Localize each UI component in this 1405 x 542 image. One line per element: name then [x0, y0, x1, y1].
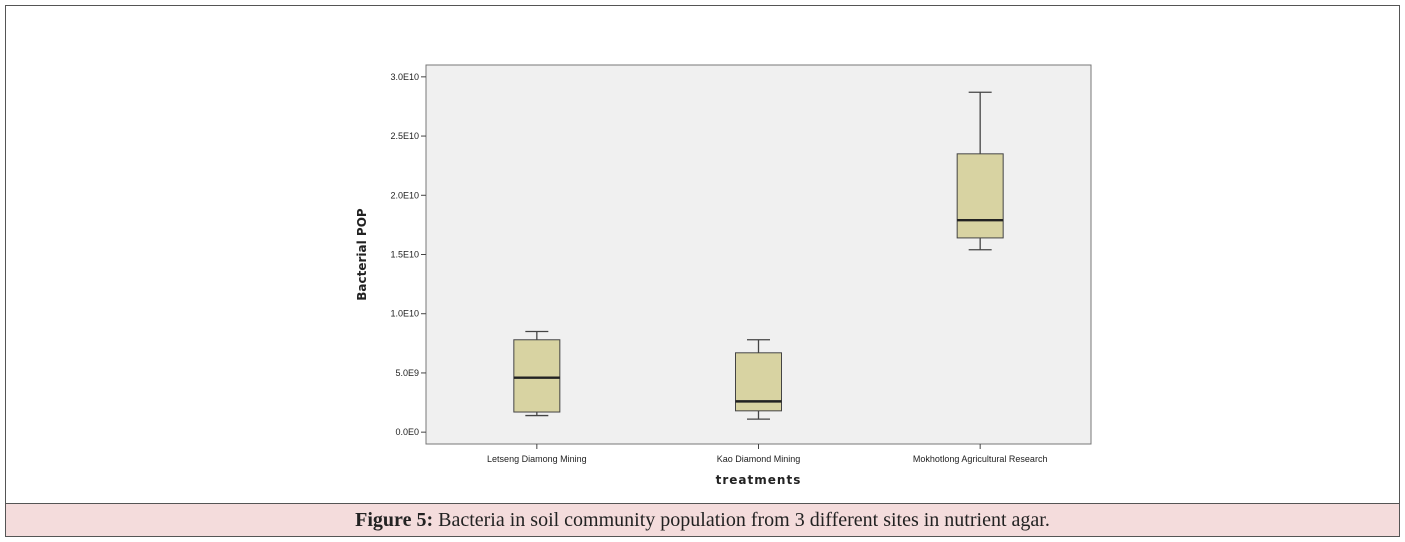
iqr-box: [956, 153, 1004, 239]
box-1: [735, 339, 782, 420]
box-2: [956, 91, 1004, 251]
caption-label: Figure 5:: [355, 508, 434, 531]
x-category-label-1: Kao Diamond Mining: [717, 454, 801, 464]
y-tick-label-6: 3.0E10: [390, 72, 419, 82]
y-axis-title: Bacterial POP: [355, 208, 369, 301]
y-tick-label-1: 5.0E9: [395, 368, 419, 378]
x-category-label-0: Letseng Diamong Mining: [487, 454, 587, 464]
boxes: [513, 91, 1004, 420]
figure-caption: Figure 5: Bacteria in soil community pop…: [6, 503, 1399, 536]
x-category-label-2: Mokhotlong Agricultural Research: [913, 454, 1048, 464]
box-0: [513, 330, 561, 417]
y-tick-label-0: 0.0E0: [395, 427, 419, 437]
y-tick-label-5: 2.5E10: [390, 131, 419, 141]
y-tick-label-3: 1.5E10: [390, 250, 419, 260]
iqr-box: [513, 339, 561, 413]
figure-frame: 0.0E0 5.0E9 1.0E10 1.5E10 2.0E10 2.5E10 3.0E10…: [5, 5, 1400, 537]
y-tick-label-2: 1.0E10: [390, 309, 419, 319]
y-axis-ticks: 0.0E0 5.0E9 1.0E10 1.5E10 2.0E10 2.5E10 3.0E10: [390, 72, 426, 437]
caption-text: Bacteria in soil community population fr…: [438, 508, 1050, 531]
y-tick-label-4: 2.0E10: [390, 190, 419, 200]
x-axis-categories: Letseng Diamong Mining Kao Diamond Mining…: [487, 444, 1047, 464]
x-axis-title: treatments: [716, 473, 802, 487]
box-plot-chart: 0.0E0 5.0E9 1.0E10 1.5E10 2.0E10 2.5E10 3.0E10…: [355, 64, 1092, 487]
